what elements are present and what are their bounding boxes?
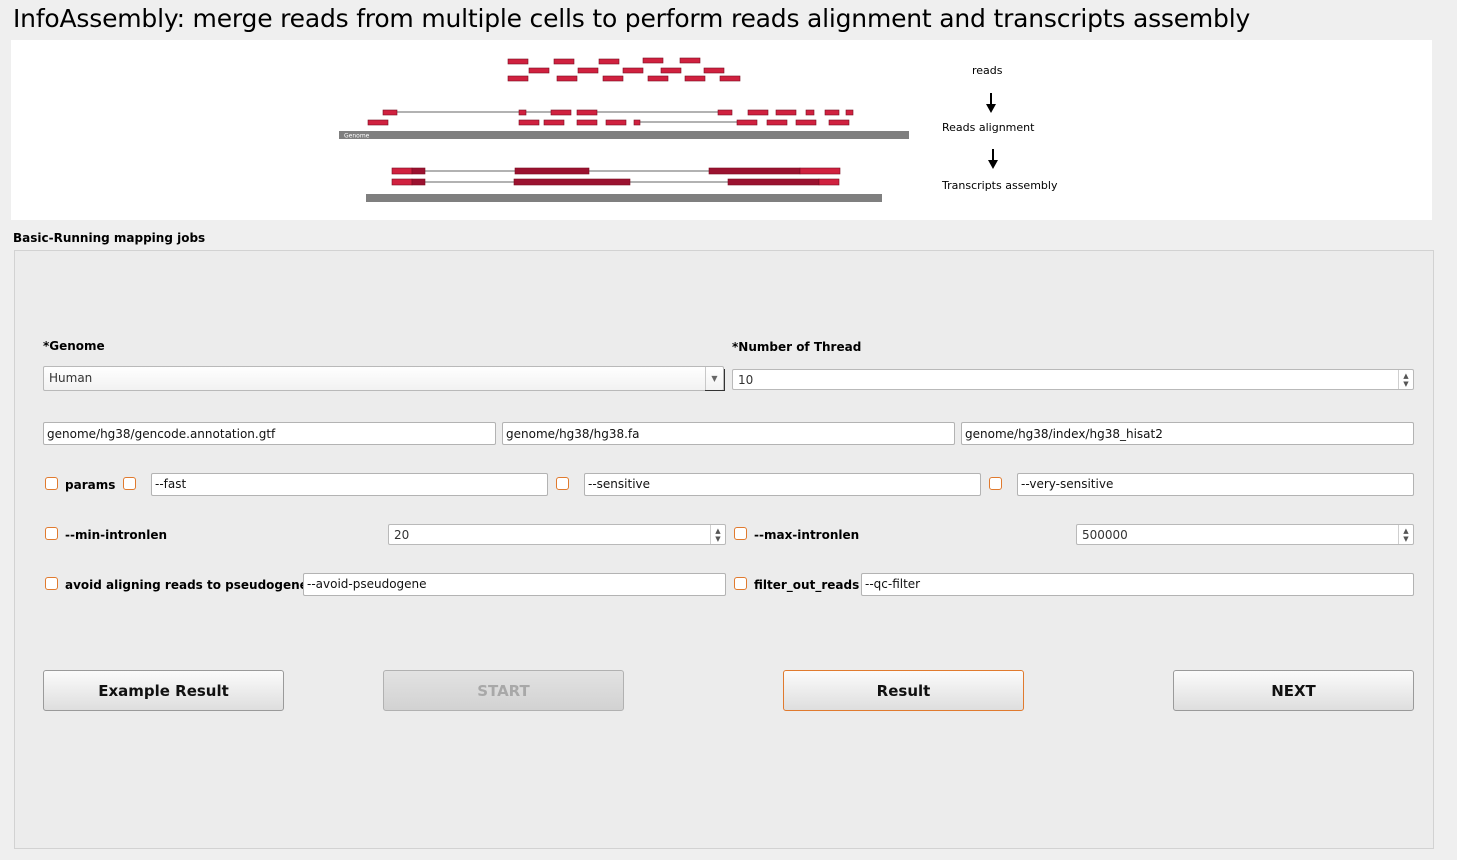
spin-arrows-icon[interactable]: ▲ ▼: [1398, 525, 1413, 544]
workflow-diagram-svg: Genome reads Reads alignment Transcripts…: [339, 57, 1058, 202]
threads-label: *Number of Thread: [732, 340, 862, 354]
diagram-step-alignment: Reads alignment: [942, 121, 1035, 134]
min-intronlen-value: 20: [394, 528, 410, 542]
gtf-path-input[interactable]: genome/hg38/gencode.annotation.gtf: [43, 422, 496, 445]
filter-input[interactable]: --qc-filter: [861, 573, 1414, 596]
genome-select[interactable]: Human ▼: [43, 366, 725, 391]
index-path-input[interactable]: genome/hg38/index/hg38_hisat2: [961, 422, 1414, 445]
workflow-diagram: Genome reads Reads alignment Transcripts…: [11, 40, 1432, 220]
pseudogene-checkbox[interactable]: [45, 577, 58, 590]
pseudogene-input[interactable]: --avoid-pseudogene: [303, 573, 726, 596]
min-intronlen-label: --min-intronlen: [65, 528, 167, 542]
genome-label: Genome: [344, 133, 370, 140]
genome-bar: [339, 131, 909, 139]
alignment-group: [397, 111, 737, 123]
very-sensitive-input[interactable]: --very-sensitive: [1017, 473, 1414, 496]
max-intronlen-checkbox[interactable]: [734, 527, 747, 540]
transcripts-group: [391, 167, 841, 186]
params-checkbox[interactable]: [45, 477, 58, 490]
params-label: params: [65, 478, 116, 492]
reads-group: [507, 57, 741, 82]
fast-checkbox[interactable]: [123, 477, 136, 490]
section-title: Basic-Running mapping jobs: [13, 231, 206, 245]
down-arrow-icon: [988, 149, 998, 169]
filter-label: filter_out_reads: [754, 578, 860, 592]
sensitive-checkbox[interactable]: [556, 477, 569, 490]
very-sensitive-checkbox[interactable]: [989, 477, 1002, 490]
down-arrow-icon: [986, 93, 996, 113]
fast-input[interactable]: --fast: [151, 473, 548, 496]
threads-spinbox[interactable]: 10 ▲ ▼: [732, 369, 1414, 390]
diagram-step-reads: reads: [972, 64, 1003, 77]
max-intronlen-spinbox[interactable]: 500000 ▲ ▼: [1076, 524, 1414, 545]
sensitive-input[interactable]: --sensitive: [584, 473, 981, 496]
max-intronlen-value: 500000: [1082, 528, 1128, 542]
genome-label: *Genome: [43, 339, 105, 353]
threads-value: 10: [738, 373, 754, 387]
pseudogene-label: avoid aligning reads to pseudogenes: [65, 578, 315, 592]
page-title: InfoAssembly: merge reads from multiple …: [13, 4, 1251, 33]
transcript-genome-bar: [366, 194, 882, 202]
fasta-path-input[interactable]: genome/hg38/hg38.fa: [502, 422, 955, 445]
spin-arrows-icon[interactable]: ▲ ▼: [710, 525, 725, 544]
diagram-step-assembly: Transcripts assembly: [941, 179, 1058, 192]
max-intronlen-label: --max-intronlen: [754, 528, 860, 542]
min-intronlen-spinbox[interactable]: 20 ▲ ▼: [388, 524, 726, 545]
genome-select-value: Human: [49, 371, 93, 385]
filter-checkbox[interactable]: [734, 577, 747, 590]
start-button[interactable]: START: [383, 670, 624, 711]
next-button[interactable]: NEXT: [1173, 670, 1414, 711]
result-button[interactable]: Result: [783, 670, 1024, 711]
min-intronlen-checkbox[interactable]: [45, 527, 58, 540]
example-result-button[interactable]: Example Result: [43, 670, 284, 711]
mapping-panel: [14, 250, 1434, 849]
chevron-down-icon: ▼: [705, 367, 723, 390]
spin-arrows-icon[interactable]: ▲ ▼: [1398, 370, 1413, 389]
